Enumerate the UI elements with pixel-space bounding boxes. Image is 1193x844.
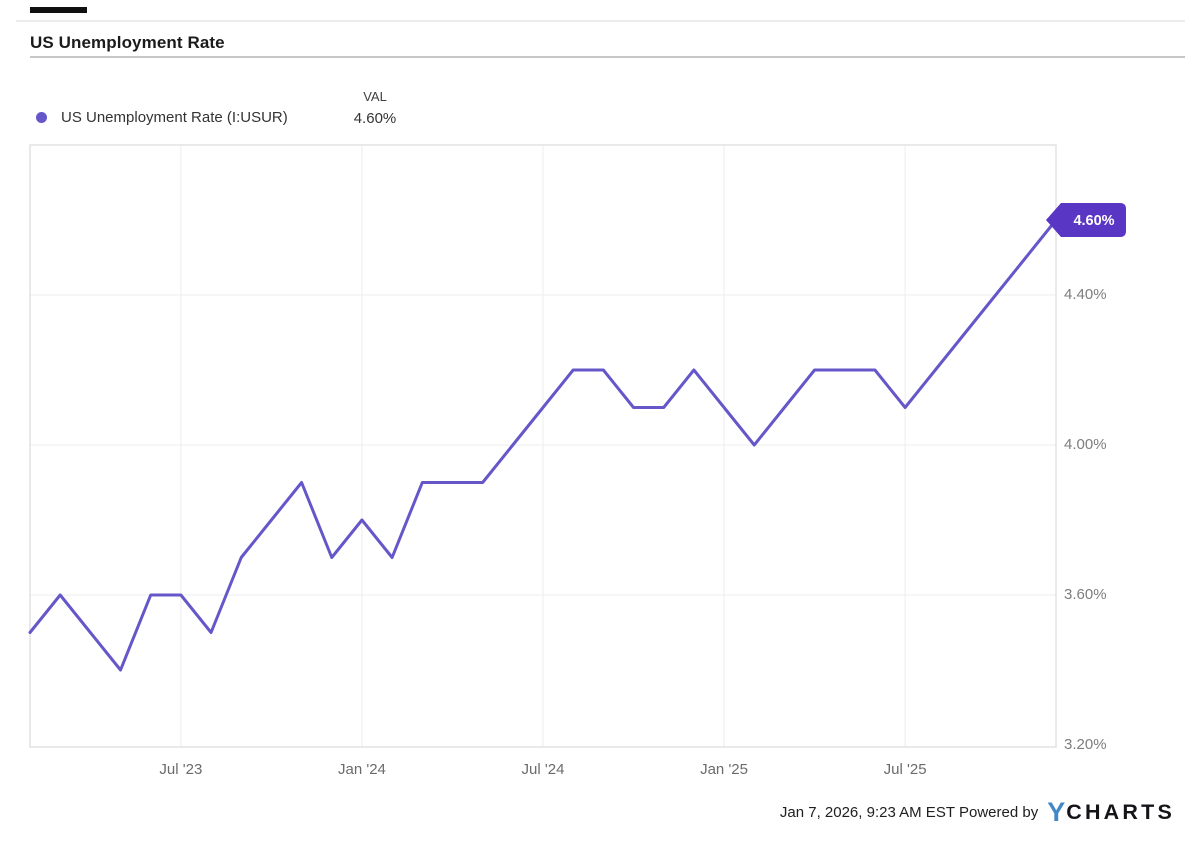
- title-divider: [30, 56, 1185, 58]
- last-value-badge-label: 4.60%: [1073, 213, 1114, 229]
- ycharts-logo-y-icon: Y: [1047, 797, 1066, 827]
- x-axis-tick-label: Jan '24: [337, 761, 386, 778]
- val-current-value: 4.60%: [353, 110, 397, 127]
- x-axis-tick-label: Jul '23: [159, 761, 203, 778]
- plot-border: [29, 144, 1057, 748]
- y-axis-tick-label: 4.00%: [1064, 436, 1107, 453]
- series-color-dot: [36, 112, 47, 123]
- footer: Jan 7, 2026, 9:23 AM EST Powered by Y CH…: [780, 799, 1175, 826]
- x-axis-tick-label: Jul '25: [883, 761, 927, 778]
- ycharts-logo-charts: CHARTS: [1066, 799, 1175, 824]
- y-axis-tick-label: 4.40%: [1064, 286, 1107, 303]
- y-axis-tick-label: 3.20%: [1064, 736, 1107, 753]
- x-axis-tick-label: Jan '25: [700, 761, 748, 778]
- val-column: VAL 4.60%: [339, 89, 411, 127]
- last-value-badge: [1046, 203, 1126, 237]
- legend-series-label[interactable]: US Unemployment Rate (I:USUR): [61, 109, 288, 126]
- legend: US Unemployment Rate (I:USUR): [36, 109, 288, 126]
- y-axis-tick-label: 3.60%: [1064, 586, 1107, 603]
- val-column-header: VAL: [363, 89, 387, 104]
- powered-by-text: Powered by: [958, 804, 1039, 821]
- ycharts-logo[interactable]: Y CHARTS: [1047, 799, 1175, 826]
- top-divider: [16, 20, 1185, 22]
- top-left-artifact-bar: [30, 7, 87, 13]
- series-line[interactable]: [28, 218, 1058, 672]
- page-title: US Unemployment Rate: [30, 33, 225, 52]
- chart-timestamp: Jan 7, 2026, 9:23 AM EST: [779, 804, 955, 821]
- chart-canvas[interactable]: 4.60%: [28, 144, 1180, 785]
- x-axis-tick-label: Jul '24: [521, 761, 565, 778]
